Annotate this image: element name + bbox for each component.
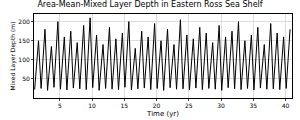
svg-text:5: 5 (58, 102, 62, 109)
svg-text:35: 35 (249, 102, 257, 109)
svg-text:Area-Mean-Mixed Layer Depth in: Area-Mean-Mixed Layer Depth in Eastern R… (37, 0, 262, 9)
svg-text:20: 20 (153, 102, 161, 109)
svg-text:100: 100 (18, 56, 30, 63)
svg-text:50: 50 (22, 75, 30, 82)
svg-text:Mixed Layer Depth (m): Mixed Layer Depth (m) (9, 22, 17, 91)
svg-text:200: 200 (18, 18, 30, 25)
svg-text:10: 10 (88, 102, 96, 109)
svg-text:15: 15 (120, 102, 128, 109)
svg-text:Time (yr): Time (yr) (146, 110, 179, 118)
svg-text:30: 30 (217, 102, 225, 109)
svg-text:150: 150 (18, 37, 30, 44)
svg-text:25: 25 (185, 102, 193, 109)
svg-text:40: 40 (282, 102, 290, 109)
